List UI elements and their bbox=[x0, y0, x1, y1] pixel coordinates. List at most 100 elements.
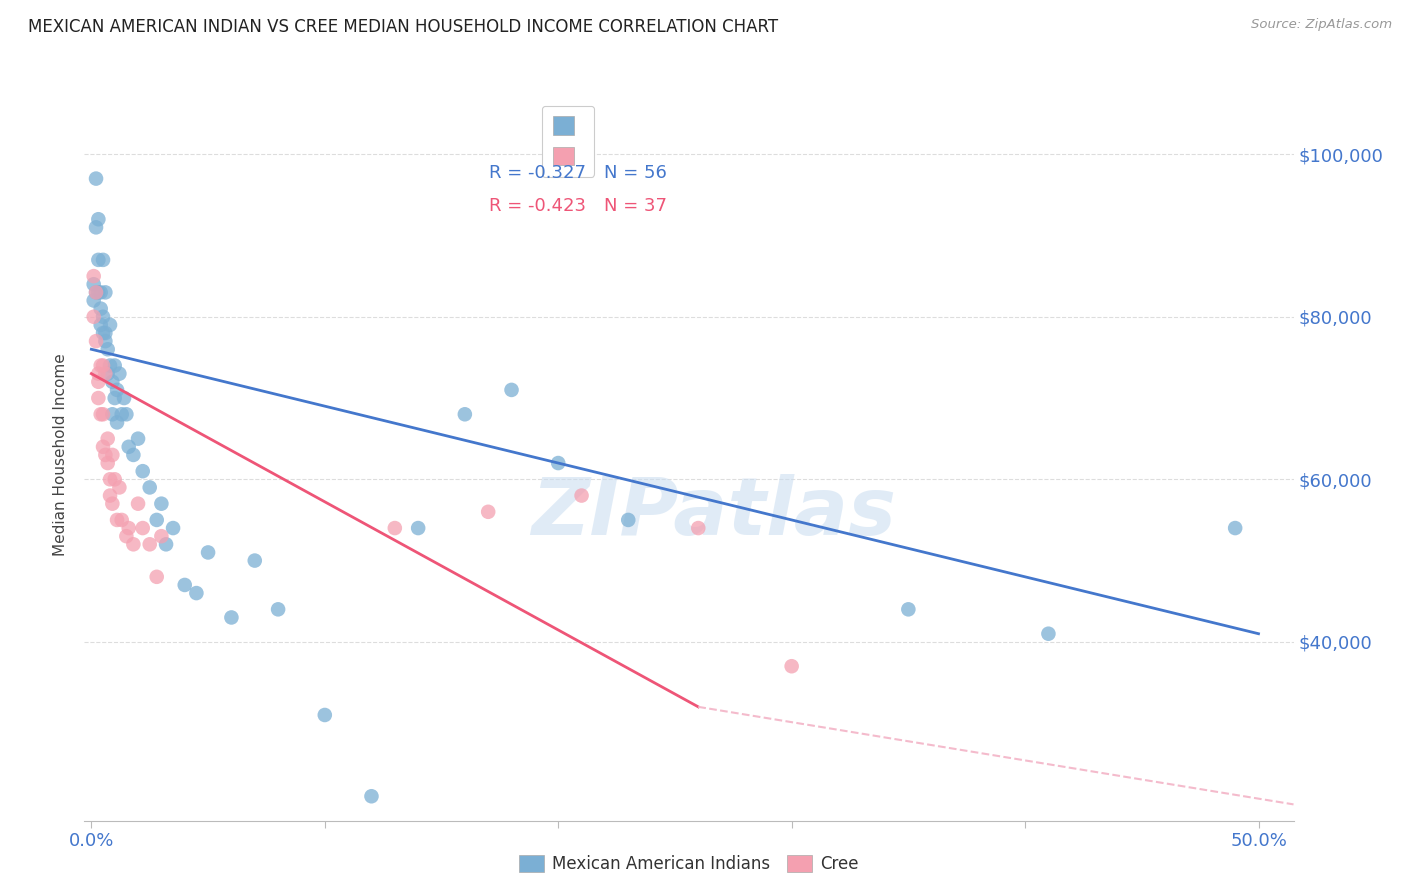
Point bbox=[314, 708, 336, 723]
Point bbox=[98, 472, 121, 486]
Point bbox=[115, 529, 138, 543]
Point bbox=[454, 407, 477, 421]
Point bbox=[91, 407, 114, 421]
Point bbox=[547, 456, 569, 470]
Point bbox=[127, 497, 149, 511]
Point bbox=[155, 537, 177, 551]
Point bbox=[104, 391, 127, 405]
Point bbox=[162, 521, 184, 535]
Point bbox=[90, 301, 112, 316]
Point bbox=[1038, 626, 1060, 640]
Point bbox=[501, 383, 523, 397]
Point bbox=[267, 602, 290, 616]
Point bbox=[87, 391, 110, 405]
Text: Source: ZipAtlas.com: Source: ZipAtlas.com bbox=[1251, 18, 1392, 31]
Point bbox=[111, 407, 134, 421]
Text: R = -0.423: R = -0.423 bbox=[489, 197, 586, 215]
Point bbox=[91, 359, 114, 373]
Point bbox=[118, 521, 141, 535]
Point bbox=[105, 513, 128, 527]
Point bbox=[108, 480, 131, 494]
Point bbox=[84, 220, 107, 235]
Point bbox=[118, 440, 141, 454]
Point bbox=[243, 553, 266, 567]
Point bbox=[97, 432, 120, 446]
Text: R = -0.327: R = -0.327 bbox=[489, 164, 586, 182]
Point bbox=[221, 610, 243, 624]
Point bbox=[101, 448, 124, 462]
Point bbox=[87, 285, 110, 300]
Point bbox=[87, 367, 110, 381]
Point bbox=[122, 448, 145, 462]
Point bbox=[112, 391, 135, 405]
Point bbox=[105, 383, 128, 397]
Point bbox=[138, 537, 160, 551]
Point bbox=[132, 521, 155, 535]
Point bbox=[94, 326, 117, 340]
Point bbox=[145, 570, 167, 584]
Point bbox=[186, 586, 208, 600]
Point bbox=[87, 375, 110, 389]
Point bbox=[84, 171, 107, 186]
Point bbox=[90, 359, 112, 373]
Point bbox=[406, 521, 429, 535]
Point bbox=[360, 789, 382, 804]
Point bbox=[132, 464, 155, 478]
Point bbox=[688, 521, 710, 535]
Point bbox=[97, 343, 120, 357]
Point bbox=[91, 326, 114, 340]
Point bbox=[138, 480, 160, 494]
Text: ZIPatlas: ZIPatlas bbox=[530, 475, 896, 552]
Point bbox=[98, 318, 121, 332]
Legend: Mexican American Indians, Cree: Mexican American Indians, Cree bbox=[510, 847, 868, 882]
Point bbox=[111, 513, 134, 527]
Point bbox=[84, 285, 107, 300]
Point bbox=[104, 359, 127, 373]
Point bbox=[108, 367, 131, 381]
Point bbox=[97, 456, 120, 470]
Point bbox=[91, 252, 114, 267]
Point bbox=[571, 489, 593, 503]
Point bbox=[83, 293, 105, 308]
Point bbox=[83, 277, 105, 292]
Point bbox=[897, 602, 920, 616]
Point bbox=[94, 367, 117, 381]
Point bbox=[173, 578, 195, 592]
Point bbox=[87, 212, 110, 227]
Point bbox=[150, 529, 173, 543]
Text: MEXICAN AMERICAN INDIAN VS CREE MEDIAN HOUSEHOLD INCOME CORRELATION CHART: MEXICAN AMERICAN INDIAN VS CREE MEDIAN H… bbox=[28, 18, 779, 36]
Point bbox=[617, 513, 640, 527]
Point bbox=[90, 285, 112, 300]
Point bbox=[384, 521, 406, 535]
Point bbox=[94, 448, 117, 462]
Point bbox=[84, 334, 107, 348]
Point bbox=[122, 537, 145, 551]
Point bbox=[150, 497, 173, 511]
Point bbox=[83, 310, 105, 324]
Point bbox=[98, 359, 121, 373]
Point bbox=[127, 432, 149, 446]
Text: N = 56: N = 56 bbox=[605, 164, 668, 182]
Point bbox=[94, 334, 117, 348]
Point bbox=[197, 545, 219, 559]
Point bbox=[87, 252, 110, 267]
Point bbox=[1223, 521, 1246, 535]
Point bbox=[477, 505, 499, 519]
Point bbox=[101, 407, 124, 421]
Point bbox=[97, 367, 120, 381]
Point bbox=[90, 407, 112, 421]
Y-axis label: Median Household Income: Median Household Income bbox=[53, 353, 69, 557]
Point bbox=[101, 375, 124, 389]
Point bbox=[780, 659, 803, 673]
Point bbox=[98, 489, 121, 503]
Text: N = 37: N = 37 bbox=[605, 197, 668, 215]
Point bbox=[90, 318, 112, 332]
Point bbox=[104, 472, 127, 486]
Point bbox=[105, 416, 128, 430]
Point bbox=[94, 285, 117, 300]
Point bbox=[91, 440, 114, 454]
Point bbox=[145, 513, 167, 527]
Point bbox=[84, 285, 107, 300]
Point bbox=[91, 310, 114, 324]
Point bbox=[83, 269, 105, 284]
